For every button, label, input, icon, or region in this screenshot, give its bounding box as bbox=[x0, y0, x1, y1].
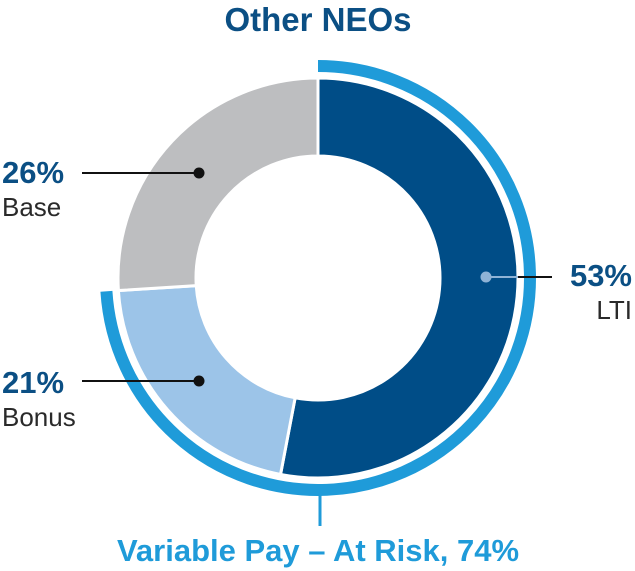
slice-lti bbox=[278, 76, 520, 480]
slice-bonus bbox=[116, 284, 297, 477]
lti-percent-label: 53% bbox=[570, 258, 632, 293]
variable-pay-label: Variable Pay – At Risk, 74% bbox=[117, 533, 519, 568]
lti-marker bbox=[480, 271, 492, 283]
base-name-label: Base bbox=[2, 192, 61, 222]
bonus-name-label: Bonus bbox=[2, 402, 76, 432]
chart-title: Other NEOs bbox=[224, 1, 411, 38]
lti-name-label: LTI bbox=[596, 295, 632, 325]
slice-base bbox=[116, 76, 320, 293]
slice-callouts bbox=[82, 167, 552, 387]
donut-slices bbox=[116, 76, 520, 480]
bonus-marker bbox=[193, 375, 205, 387]
base-marker bbox=[193, 167, 205, 179]
variable-pay-bracket-arc bbox=[100, 60, 536, 496]
base-percent-label: 26% bbox=[2, 155, 64, 190]
bonus-percent-label: 21% bbox=[2, 365, 64, 400]
